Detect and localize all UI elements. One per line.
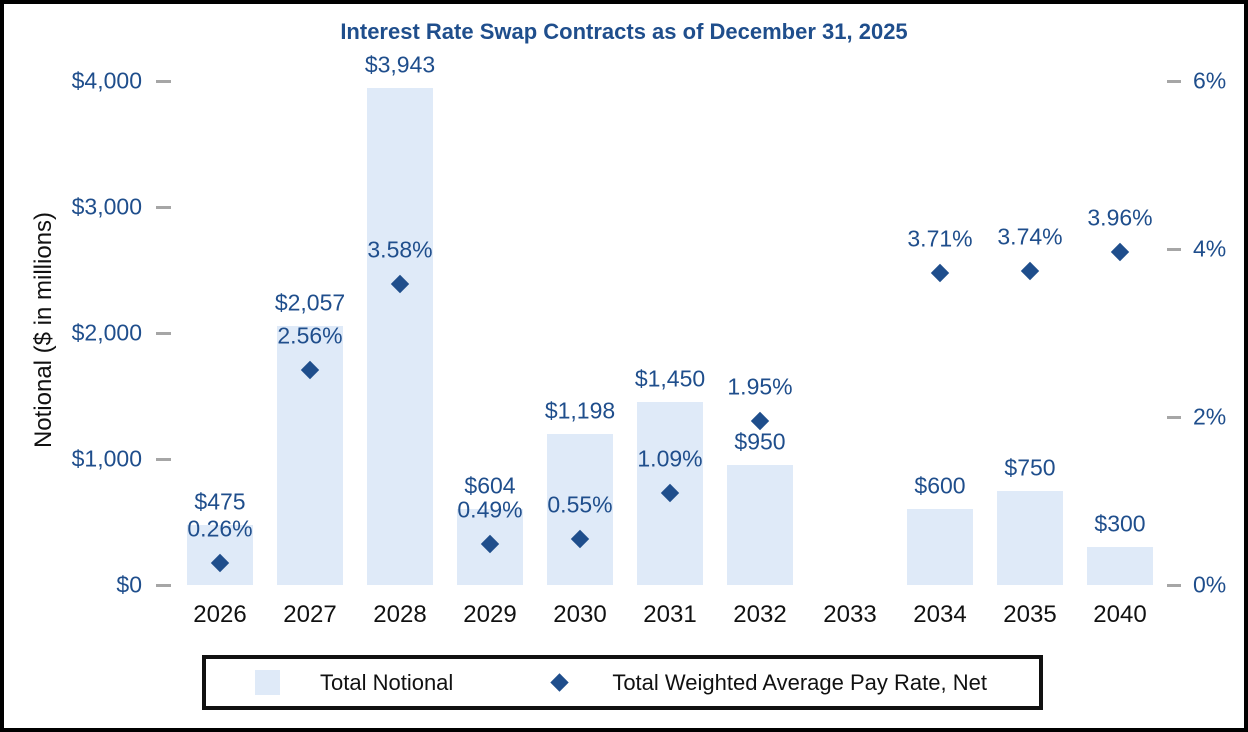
bar-value-label: $3,943 [364, 51, 436, 78]
bar-swatch-icon [255, 670, 280, 695]
rate-value-label: 0.49% [457, 496, 523, 523]
category-label: 2027 [283, 601, 337, 628]
category-label: 2030 [553, 601, 607, 628]
rate-value-label: 3.71% [907, 225, 973, 252]
tick-dash [156, 205, 171, 209]
tick-dash [156, 331, 171, 335]
right-tick-label: 0% [1193, 571, 1227, 598]
legend: Total Notional Total Weighted Average Pa… [202, 655, 1043, 710]
bar [727, 465, 793, 585]
category-label: 2031 [643, 601, 697, 628]
legend-item-total-notional: Total Notional [255, 670, 453, 696]
tick-dash [1167, 79, 1181, 83]
category-label: 2028 [373, 601, 427, 628]
bar [367, 88, 433, 585]
rate-value-label: 3.96% [1087, 204, 1153, 231]
category-label: 2032 [733, 601, 787, 628]
bar [547, 434, 613, 585]
right-tick-label: 2% [1193, 403, 1227, 430]
rate-value-label: 3.58% [367, 236, 433, 263]
tick-dash [156, 457, 171, 461]
bar [1087, 547, 1153, 585]
bar-value-label: $950 [734, 428, 786, 455]
bar-value-label: $600 [914, 472, 966, 499]
bar-value-label: $750 [1004, 454, 1056, 480]
rate-value-label: 0.26% [187, 515, 253, 542]
tick-dash [156, 79, 171, 83]
bar-value-label: $604 [464, 472, 516, 499]
rate-value-label: 3.74% [997, 223, 1063, 250]
legend-label: Total Weighted Average Pay Rate, Net [612, 669, 987, 695]
right-tick-label: 6% [1193, 67, 1227, 94]
category-label: 2033 [823, 601, 877, 628]
bar-value-label: $300 [1094, 510, 1146, 537]
category-label: 2026 [193, 601, 247, 628]
y-tick-label: $1,000 [71, 445, 142, 472]
diamond-marker [750, 411, 770, 431]
y-tick-label: $2,000 [71, 319, 142, 346]
diamond-marker-icon [550, 673, 570, 692]
bar-value-label: $1,198 [544, 397, 616, 424]
bar-value-label: $2,057 [274, 289, 346, 316]
bar [907, 509, 973, 585]
bar [997, 490, 1063, 585]
tick-dash [156, 583, 171, 587]
rate-value-label: 2.56% [277, 322, 343, 349]
diamond-marker [1110, 243, 1130, 262]
rate-value-label: 1.95% [727, 373, 793, 400]
bar-value-label: $1,450 [634, 365, 706, 392]
bar-value-label: $475 [194, 488, 246, 515]
category-label: 2040 [1093, 601, 1147, 628]
tick-dash [1167, 247, 1181, 251]
category-label: 2035 [1003, 601, 1057, 628]
tick-dash [1167, 583, 1181, 587]
diamond-marker [930, 264, 950, 283]
legend-item-pay-rate: Total Weighted Average Pay Rate, Net [550, 669, 987, 696]
category-label: 2034 [913, 601, 967, 628]
rate-value-label: 1.09% [637, 445, 703, 472]
tick-dash [1167, 415, 1181, 419]
diamond-marker [1020, 261, 1040, 281]
rate-value-label: 0.55% [547, 491, 613, 518]
y-tick-label: $4,000 [71, 67, 142, 94]
right-tick-label: 4% [1193, 235, 1227, 262]
y-tick-label: $3,000 [71, 193, 142, 220]
category-label: 2029 [463, 601, 517, 628]
chart-title: Interest Rate Swap Contracts as of Decem… [340, 19, 908, 44]
legend-label: Total Notional [320, 669, 454, 695]
y-tick-label: $0 [116, 571, 142, 598]
